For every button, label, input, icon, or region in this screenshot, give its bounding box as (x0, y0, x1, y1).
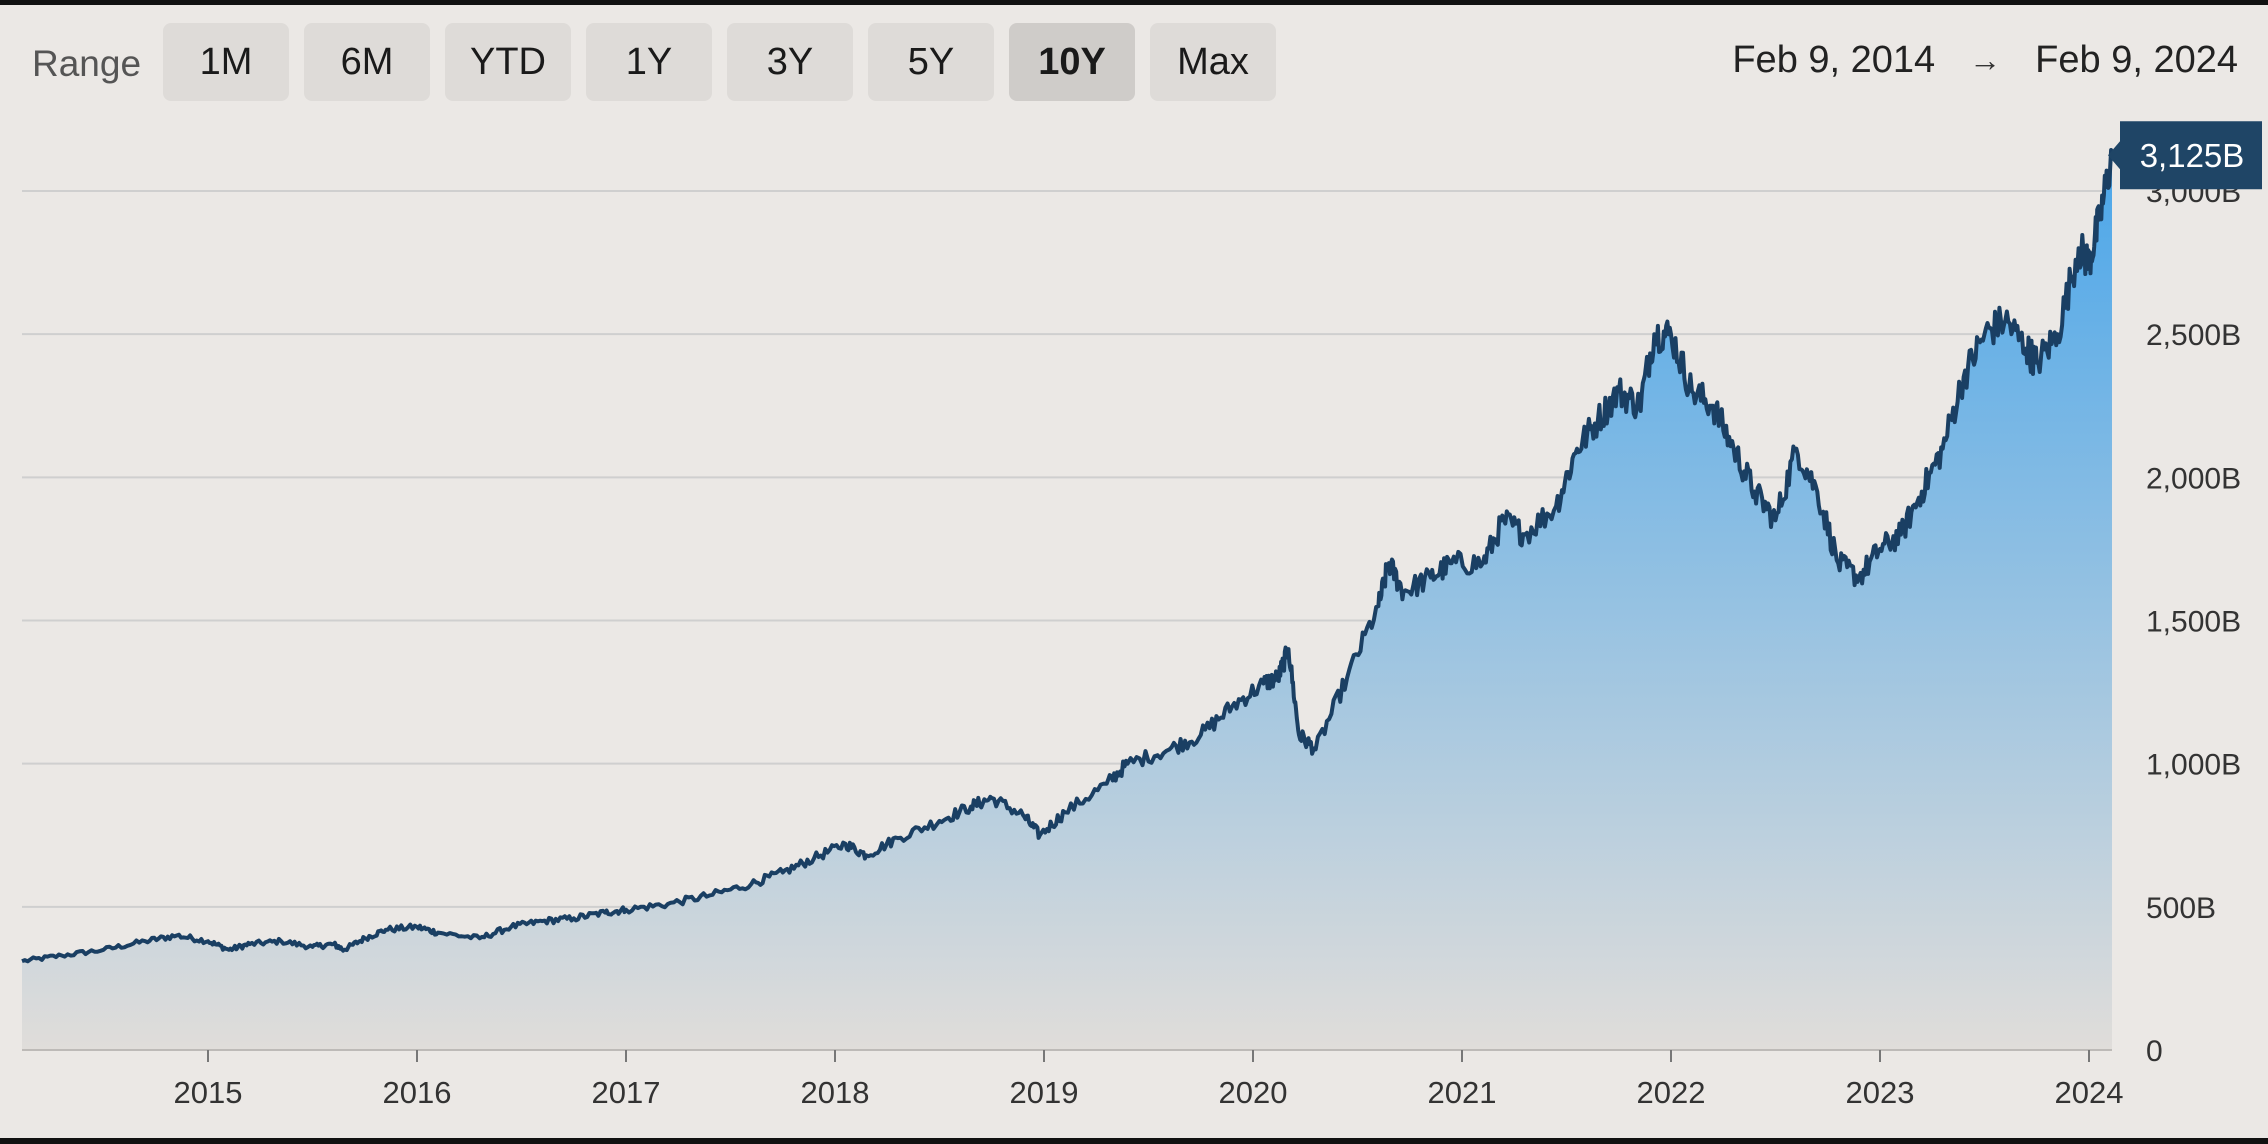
y-tick-label: 0 (2146, 1035, 2163, 1068)
callout-box (2108, 121, 2262, 190)
range-selector: Range 1M 6M YTD 1Y 3Y 5Y 10Y Max Feb 9, … (0, 5, 2268, 115)
date-range: Feb 9, 2014 → Feb 9, 2024 (1732, 39, 2238, 82)
range-button-3y[interactable]: 3Y (727, 23, 853, 101)
x-tick-label: 2017 (592, 1075, 661, 1110)
range-button-6m[interactable]: 6M (304, 23, 430, 101)
x-tick-label: 2023 (1846, 1075, 1915, 1110)
date-range-start[interactable]: Feb 9, 2014 (1732, 39, 1936, 81)
range-button-5y[interactable]: 5Y (868, 23, 994, 101)
date-range-end[interactable]: Feb 9, 2024 (2035, 39, 2238, 81)
x-tick-label: 2020 (1219, 1075, 1288, 1110)
range-label: Range (32, 43, 142, 84)
x-tick-label: 2016 (383, 1075, 452, 1110)
last-value-callout: 3,125B (2108, 121, 2262, 190)
last-value-label: 3,125B (2140, 137, 2245, 174)
arrow-right-icon: → (1969, 42, 2002, 78)
x-tick-label: 2015 (174, 1075, 243, 1110)
x-tick-label: 2022 (1637, 1075, 1706, 1110)
chart-frame: Range 1M 6M YTD 1Y 3Y 5Y 10Y Max Feb 9, … (0, 5, 2268, 1138)
series-area (22, 150, 2112, 1050)
y-tick-label: 500B (2146, 892, 2216, 925)
range-button-max[interactable]: Max (1150, 23, 1276, 101)
y-tick-label: 2,000B (2146, 462, 2241, 495)
y-tick-label: 1,500B (2146, 606, 2241, 639)
range-button-1y[interactable]: 1Y (586, 23, 712, 101)
range-button-10y[interactable]: 10Y (1009, 23, 1135, 101)
x-tick-label: 2024 (2055, 1075, 2124, 1110)
x-tick-label: 2021 (1428, 1075, 1497, 1110)
range-button-1m[interactable]: 1M (163, 23, 289, 101)
x-tick-label: 2019 (1010, 1075, 1079, 1110)
series-line (21, 148, 2114, 964)
range-button-ytd[interactable]: YTD (445, 23, 571, 101)
y-tick-label: 1,000B (2146, 749, 2241, 782)
x-tick-label: 2018 (801, 1075, 870, 1110)
y-tick-label: 2,500B (2146, 319, 2241, 352)
